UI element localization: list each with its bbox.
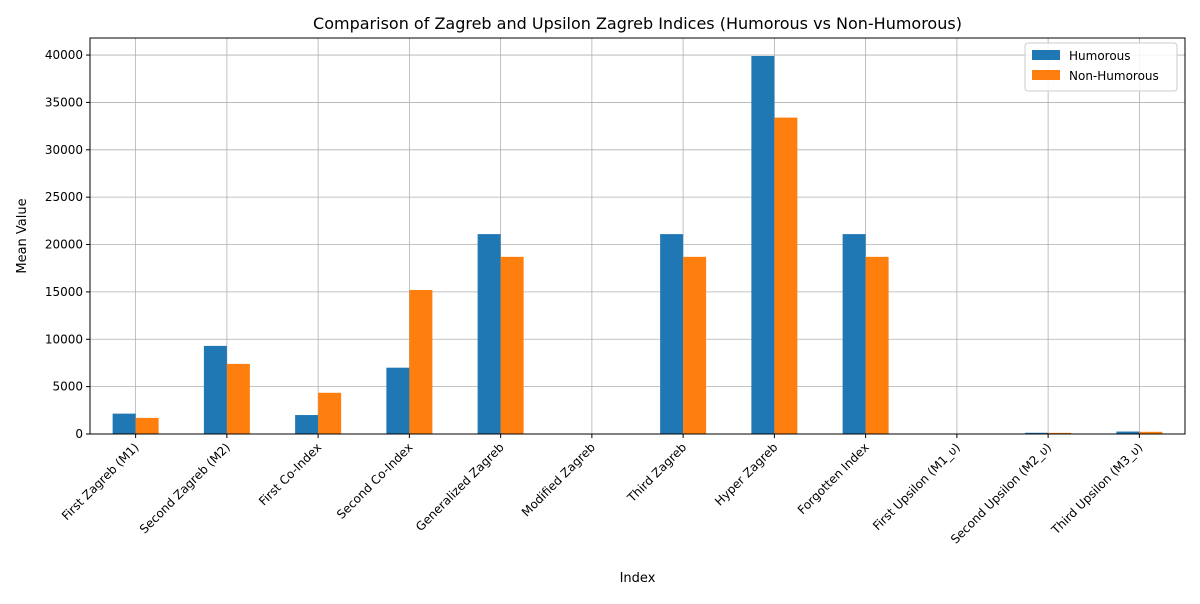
legend-swatch: [1032, 70, 1060, 80]
x-axis-label: Index: [620, 571, 656, 586]
y-tick-label: 20000: [45, 238, 83, 252]
x-tick-label: Second Zagreb (M2): [137, 440, 233, 536]
x-tick-label: Generalized Zagreb: [413, 440, 507, 534]
bar-non-humorous: [409, 290, 432, 434]
y-axis: 0 5000 10000 15000 20000 25000 30000 35000 40000: [45, 48, 90, 441]
y-tick-label: 15000: [45, 285, 83, 299]
x-tick-label: Second Co-Index: [334, 440, 416, 522]
x-tick-label: Modified Zagreb: [519, 440, 598, 519]
legend-swatch: [1032, 50, 1060, 60]
bar-non-humorous: [774, 118, 797, 434]
bar-non-humorous: [683, 257, 706, 434]
bar-humorous: [478, 234, 501, 434]
y-tick-label: 30000: [45, 143, 83, 157]
grid-lines: [90, 38, 1185, 434]
y-tick-label: 40000: [45, 48, 83, 62]
legend-label: Humorous: [1069, 49, 1131, 63]
bar-humorous: [113, 414, 136, 434]
y-tick-label: 5000: [52, 380, 83, 394]
plot-frame: [90, 38, 1185, 434]
bar-humorous: [295, 415, 318, 434]
bar-humorous: [386, 368, 409, 434]
x-tick-label: First Co-Index: [256, 440, 324, 508]
bar-non-humorous: [227, 364, 250, 434]
x-axis: First Zagreb (M1)Second Zagreb (M2) First…: [59, 434, 1146, 547]
chart-title: Comparison of Zagreb and Upsilon Zagreb …: [313, 14, 962, 33]
bar-humorous: [843, 234, 866, 434]
bar-humorous: [751, 56, 774, 434]
y-axis-label: Mean Value: [15, 198, 30, 273]
x-tick-label: First Upsilon (M1_υ): [870, 440, 963, 533]
y-tick-label: 10000: [45, 332, 83, 346]
x-tick-label: Third Zagreb: [624, 440, 689, 505]
bar-non-humorous: [501, 257, 524, 434]
y-tick-label: 0: [75, 427, 83, 441]
x-tick-label: Third Upsilon (M3_υ): [1048, 440, 1145, 537]
y-tick-label: 25000: [45, 190, 83, 204]
bar-non-humorous: [136, 418, 159, 434]
legend: Humorous Non-Humorous: [1025, 43, 1177, 91]
bars: [113, 56, 1163, 434]
y-tick-label: 35000: [45, 95, 83, 109]
bar-non-humorous: [318, 393, 341, 434]
bar-non-humorous: [866, 257, 889, 434]
x-tick-label: First Zagreb (M1): [59, 440, 142, 523]
legend-label: Non-Humorous: [1069, 69, 1159, 83]
bar-humorous: [204, 346, 227, 434]
x-tick-label: Forgotten Index: [795, 440, 872, 517]
x-tick-label: Second Upsilon (M2_υ): [948, 440, 1054, 546]
bar-humorous: [660, 234, 683, 434]
x-tick-label: Hyper Zagreb: [712, 440, 780, 508]
